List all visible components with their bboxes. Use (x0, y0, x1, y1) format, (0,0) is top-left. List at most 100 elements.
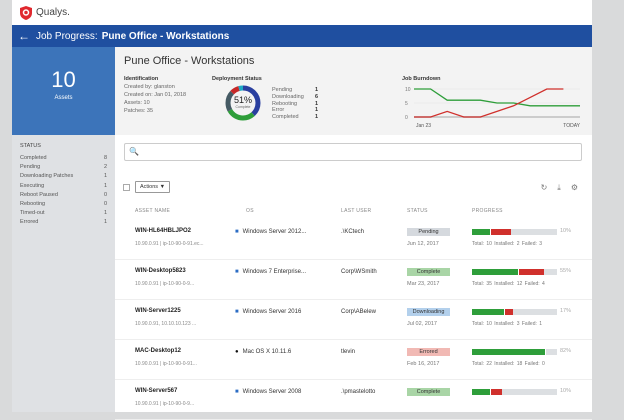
progress-stats: Total: 10 Installed: 2 Failed: 3 (472, 241, 543, 247)
status-badge: Complete (407, 388, 450, 396)
table-row[interactable]: WIN-HL64HBLJPO2 10.90.0.91 | ip-10-90-0-… (115, 220, 592, 260)
asset-name[interactable]: WIN-Server567 (135, 388, 178, 394)
os-name: Mac OS X 10.11.6 (242, 349, 292, 355)
assets-count-text: Assets: 10 (124, 100, 150, 106)
column-header-asset-name[interactable]: ASSET NAME (135, 208, 171, 214)
asset-name[interactable]: WIN-HL64HBLJPO2 (135, 228, 192, 234)
deployment-label: Downloading (272, 93, 304, 100)
burndown-title: Job Burndown (402, 76, 441, 82)
windows-icon: ■ (235, 389, 239, 395)
search-input[interactable]: 🔍 (124, 143, 582, 161)
deployment-count: 6 (314, 93, 318, 100)
status-filter-item[interactable]: Reboot Paused 0 (20, 192, 107, 198)
os-name: Windows 7 Enterprise... (242, 269, 306, 275)
status-count: 1 (103, 182, 107, 189)
asset-name[interactable]: MAC-Desktop12 (135, 348, 182, 354)
windows-icon: ■ (235, 229, 239, 235)
asset-name[interactable]: WIN-Server1225 (135, 308, 181, 314)
progress-installed (472, 349, 546, 355)
progress-stats: Total: 35 Installed: 12 Failed: 4 (472, 281, 545, 287)
progress-stats: Total: 22 Installed: 18 Failed: 0 (472, 361, 545, 367)
os-name: Windows Server 2012... (242, 229, 307, 235)
column-header-os[interactable]: OS (246, 208, 254, 214)
status-count: 1 (103, 210, 107, 217)
download-icon[interactable]: ⤓ (557, 183, 561, 192)
progress-failed (490, 389, 502, 395)
apple-icon: ● (235, 349, 239, 355)
settings-gear-icon[interactable]: ⚙ (570, 183, 578, 192)
donut-segment-pending (225, 85, 261, 121)
table-row[interactable]: WIN-Desktop5823 10.90.0.91 | ip-10-90-0-… (115, 260, 592, 300)
status-label: Errored (20, 219, 39, 226)
main-panel: Pune Office - Workstations Identificatio… (115, 47, 592, 420)
table-row[interactable]: MAC-Desktop12 10.90.0.91 | ip-10-90-0-91… (115, 340, 592, 380)
status-count: 8 (103, 155, 107, 161)
progress-percent: 55% (560, 268, 572, 274)
last-user: .\KCtech (341, 229, 365, 235)
deployment-status-item: Downloading 6 (272, 94, 318, 101)
status-label: Pending (20, 164, 41, 171)
x-tick-label: TODAY (563, 123, 580, 129)
column-header-progress[interactable]: PROGRESS (472, 208, 503, 214)
job-summary: Pune Office - Workstations Identificatio… (115, 47, 592, 135)
table-row[interactable]: WIN-Server1225 10.90.0.91, 10.10.10.123 … (115, 300, 592, 340)
asset-ip: 10.90.0.91 | ip-10-90-0-9... (135, 281, 195, 287)
donut-segment-rebooting (225, 85, 261, 121)
refresh-icon[interactable]: ↻ (540, 183, 548, 192)
progress-installed (472, 309, 506, 315)
deployment-status-item: Pending 1 (272, 87, 318, 94)
deployment-label: Rebooting (272, 100, 298, 107)
progress-bar (472, 349, 557, 355)
last-user: Corp\WSmith (341, 269, 377, 275)
windows-icon: ■ (235, 269, 239, 275)
assets-count: 10 (51, 67, 76, 92)
deployment-count: 1 (314, 114, 318, 121)
status-label: Completed (20, 155, 47, 161)
os-name: Windows Server 2008 (242, 389, 302, 395)
back-arrow-icon[interactable]: ← (18, 29, 30, 43)
deployment-donut (225, 85, 261, 121)
status-badge: Pending (407, 228, 450, 236)
status-date: Jun 12, 2017 (407, 241, 439, 247)
status-filter-item[interactable]: Executing 1 (20, 183, 107, 189)
actions-dropdown[interactable]: Actions ▼ (135, 181, 171, 193)
progress-percent: 82% (560, 348, 572, 354)
burndown-series-1 (414, 88, 564, 118)
progress-installed (472, 389, 491, 395)
status-filter-item[interactable]: Timed-out 1 (20, 210, 107, 216)
asset-ip: 10.90.0.91 | ip-10-90-0-91... (135, 361, 197, 367)
deployment-count: 1 (314, 87, 318, 93)
status-label: Executing (20, 182, 45, 189)
deployment-status-item: Completed 1 (272, 114, 318, 121)
progress-percent: 10% (560, 228, 572, 234)
status-date: Jul 02, 2017 (407, 321, 437, 327)
identification-section: Identification Created by: glanston Crea… (124, 75, 186, 115)
deployment-label: Error (272, 107, 285, 114)
y-tick-label: 10 (405, 87, 411, 93)
burndown-series-0 (414, 88, 580, 107)
patches-count-text: Patches: 35 (124, 108, 154, 114)
table-row[interactable]: WIN-Server567 10.90.0.91 | ip-10-90-0-9.… (115, 380, 592, 420)
column-header-last-user[interactable]: LAST USER (341, 208, 372, 214)
header-prefix: Job Progress: (36, 30, 98, 42)
select-all-checkbox[interactable] (123, 183, 130, 191)
status-filter-item[interactable]: Errored 1 (20, 219, 107, 225)
progress-installed (472, 269, 519, 275)
status-sidebar: STATUS Completed 8 Pending 2 Downloading Pat… (12, 135, 115, 412)
status-filter-item[interactable]: Pending 2 (20, 164, 107, 170)
qualys-logo-icon (20, 5, 32, 20)
status-label: Timed-out (20, 210, 45, 217)
asset-name[interactable]: WIN-Desktop5823 (135, 268, 186, 274)
progress-bar (472, 389, 557, 395)
os-name: Windows Server 2016 (242, 309, 302, 315)
status-count: 2 (103, 164, 107, 171)
column-header-status[interactable]: STATUS (407, 208, 428, 214)
os-cell: ■ Windows Server 2008 (235, 389, 301, 395)
status-filter-item[interactable]: Rebooting 0 (20, 201, 107, 207)
assets-count-box: 10 Assets (12, 47, 115, 135)
status-filter-item[interactable]: Completed 8 (20, 155, 107, 161)
status-filter-item[interactable]: Downloading Patches 1 (20, 173, 107, 179)
deployment-heading: Deployment Status (212, 76, 262, 82)
progress-installed (472, 229, 491, 235)
progress-bar (472, 269, 557, 275)
